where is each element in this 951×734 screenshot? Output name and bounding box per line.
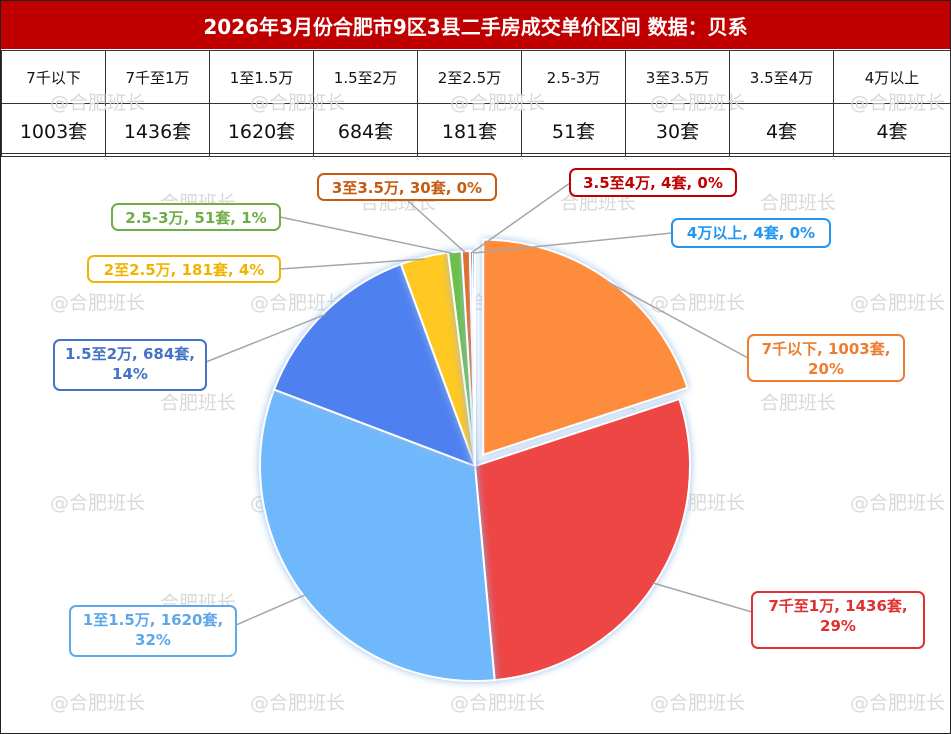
table-header-cell: 4万以上: [833, 50, 951, 104]
table-value-cell: 1620套: [209, 103, 314, 157]
data-label-4: 1.5至2万, 684套, 14%: [65, 345, 195, 383]
watermark-text: @合肥班长: [650, 292, 746, 314]
table-header-cell: 3至3.5万: [625, 50, 730, 104]
data-label-6: 2.5-3万, 51套, 1%: [125, 209, 266, 227]
table-value-cell: 51套: [521, 103, 626, 157]
watermark-text: @合肥班长: [250, 692, 346, 714]
table-value-cell: 1003套: [1, 103, 106, 157]
watermark-text: 合肥班长: [560, 192, 637, 214]
watermark-text: @合肥班长: [50, 292, 146, 314]
chart-title: 2026年3月份合肥市9区3县二手房成交单价区间 数据：贝系: [1, 1, 950, 49]
data-label-5: 2至2.5万, 181套, 4%: [104, 261, 265, 279]
watermark-text: @合肥班长: [850, 292, 946, 314]
watermark-text: @合肥班长: [450, 692, 546, 714]
data-label-3: 1至1.5万, 1620套, 32%: [83, 611, 223, 649]
leader-line-6: [279, 216, 456, 255]
table-header-cell: 1至1.5万: [209, 50, 314, 104]
data-label-box-7: [317, 173, 497, 201]
watermark-text: 合肥班长: [760, 392, 837, 414]
watermark-text: @合肥班长: [850, 692, 946, 714]
watermark-text: @合肥班长: [250, 92, 346, 114]
leader-line-7: [406, 199, 467, 254]
table-value-cell: 684套: [313, 103, 418, 157]
data-label-box-2: [751, 591, 925, 649]
table-value-cell: 4套: [729, 103, 834, 157]
table-header-cell: 2至2.5万: [417, 50, 522, 104]
data-label-box-3: [69, 605, 237, 657]
watermark-text: @合肥班长: [650, 92, 746, 114]
watermark-text: @合肥班长: [50, 692, 146, 714]
data-label-box-4: [53, 339, 207, 391]
watermark-text: @合肥班长: [250, 292, 346, 314]
table-value-cell: 4套: [833, 103, 951, 157]
data-label-1: 7千以下, 1003套, 20%: [762, 340, 891, 378]
leader-line-9: [473, 232, 673, 254]
watermark-text: @合肥班长: [650, 692, 746, 714]
data-label-box-1: [747, 334, 905, 382]
table-divider: [1, 153, 950, 154]
watermark-text: @合肥班长: [50, 492, 146, 514]
table-value-row: 1003套 1436套 1620套 684套 181套 51套 30套 4套 4…: [1, 103, 951, 157]
table-header-row: 7千以下 7千至1万 1至1.5万 1.5至2万 2至2.5万 2.5-3万 3…: [1, 50, 951, 104]
leader-line-2: [652, 582, 753, 613]
table-header-cell: 3.5至4万: [729, 50, 834, 104]
watermark-text: @合肥班长: [850, 92, 946, 114]
watermark-text: 合肥班长: [760, 192, 837, 214]
pie-slice-1: [482, 238, 689, 457]
table-value-cell: 181套: [417, 103, 522, 157]
data-label-box-9: [671, 218, 831, 248]
data-label-8: 3.5至4万, 4套, 0%: [583, 174, 723, 192]
data-label-2: 7千至1万, 1436套, 29%: [768, 597, 907, 635]
leader-line-5: [279, 258, 425, 270]
table-value-cell: 1436套: [105, 103, 210, 157]
leader-line-4: [205, 313, 326, 363]
data-label-9: 4万以上, 4套, 0%: [687, 224, 815, 242]
watermark-text: @合肥班长: [850, 492, 946, 514]
data-label-box-5: [87, 255, 281, 283]
data-label-7: 3至3.5万, 30套, 0%: [332, 179, 482, 197]
leader-line-8: [470, 182, 571, 254]
leader-line-1: [607, 281, 749, 359]
watermark-text: @合肥班长: [450, 92, 546, 114]
watermark-text: @合肥班长: [50, 92, 146, 114]
data-label-box-6: [111, 203, 281, 231]
price-range-table: 7千以下 7千至1万 1至1.5万 1.5至2万 2至2.5万 2.5-3万 3…: [1, 50, 951, 157]
table-value-cell: 30套: [625, 103, 730, 157]
table-header-cell: 7千以下: [1, 50, 106, 104]
watermark-text: 合肥班长: [160, 392, 237, 414]
data-label-box-8: [569, 168, 737, 197]
leader-line-3: [235, 594, 306, 626]
